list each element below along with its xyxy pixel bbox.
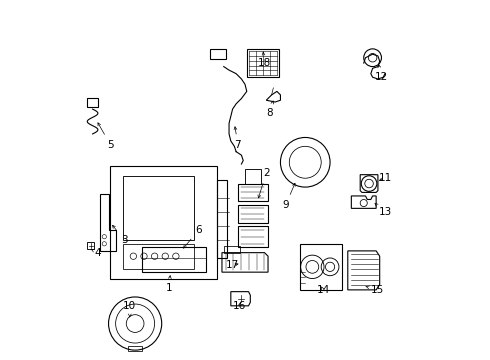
Text: 5: 5 <box>98 123 114 149</box>
Text: 14: 14 <box>317 285 330 295</box>
Text: 2: 2 <box>258 168 270 198</box>
Text: 11: 11 <box>378 173 392 183</box>
Text: 13: 13 <box>375 203 392 217</box>
Text: 16: 16 <box>233 301 246 311</box>
Text: 9: 9 <box>282 183 295 210</box>
Text: 7: 7 <box>234 127 241 149</box>
Text: 3: 3 <box>113 225 128 245</box>
Text: 10: 10 <box>123 301 136 317</box>
Text: 4: 4 <box>92 248 101 258</box>
Text: 18: 18 <box>258 52 271 68</box>
Text: 12: 12 <box>375 65 388 82</box>
Text: 17: 17 <box>226 260 239 270</box>
Text: 15: 15 <box>366 285 385 295</box>
Text: 1: 1 <box>166 276 172 293</box>
Text: 8: 8 <box>267 101 274 118</box>
Text: 6: 6 <box>183 225 202 248</box>
